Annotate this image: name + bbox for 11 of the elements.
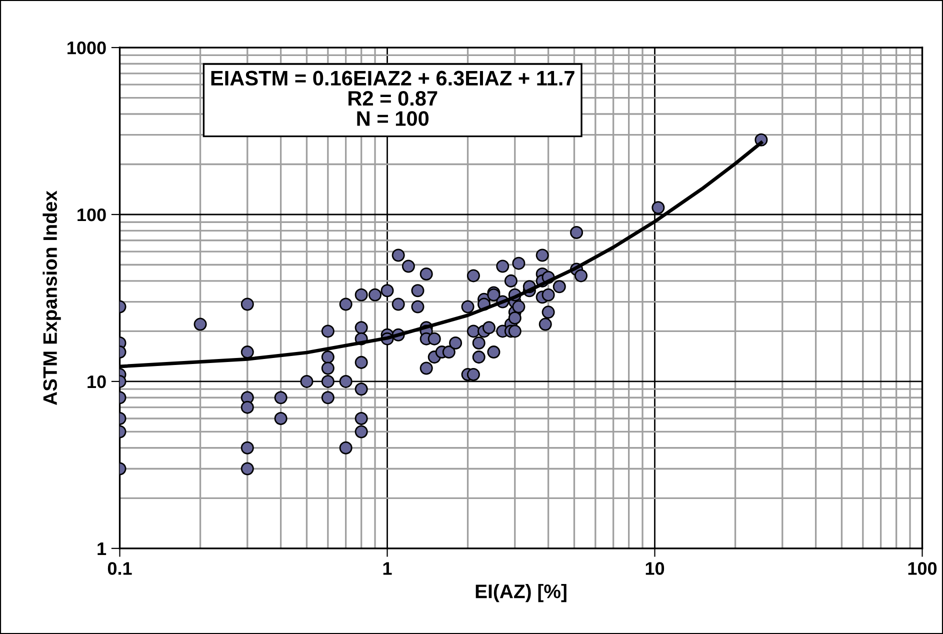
x-tick-label: 100 — [908, 562, 937, 575]
annotation: EIASTM = 0.16EIAZ2 + 6.3EIAZ + 11.7 R2 = 0.87 N = 100 — [211, 70, 574, 126]
y-tick-label: 1000 — [68, 41, 106, 54]
y-tick-label: 1 — [98, 542, 106, 555]
y-tick-label: 10 — [88, 375, 106, 388]
y-tick-label: 100 — [78, 208, 106, 222]
y-axis-title: ASTM Expansion Index — [42, 190, 61, 405]
x-tick-label: 10 — [646, 562, 664, 575]
x-tick-label: 0.1 — [108, 562, 132, 575]
x-tick-label: 1 — [383, 562, 392, 575]
x-axis-title: EI(AZ) [%] — [476, 584, 566, 602]
